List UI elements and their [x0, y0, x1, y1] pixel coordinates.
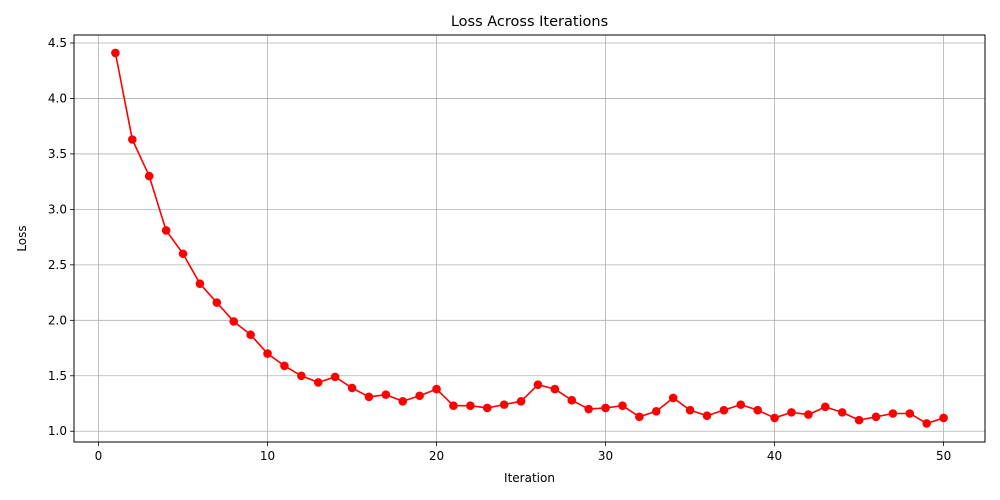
data-point	[111, 48, 120, 58]
data-point	[449, 401, 458, 411]
chart-title: Loss Across Iterations	[451, 14, 608, 30]
data-point	[719, 405, 729, 415]
data-point	[246, 330, 255, 340]
data-point	[381, 390, 391, 399]
y-axis-label: Loss	[15, 225, 29, 251]
data-point	[466, 401, 475, 411]
x-tick-label: 0	[95, 449, 103, 463]
data-point	[229, 317, 239, 326]
x-tick-label: 50	[936, 449, 951, 463]
data-point	[550, 384, 560, 394]
data-point	[533, 380, 543, 389]
data-point	[330, 372, 340, 382]
grid-lines	[74, 35, 985, 442]
data-point	[313, 378, 323, 387]
plot-frame	[73, 34, 986, 443]
data-point	[668, 393, 678, 403]
data-point	[770, 413, 779, 423]
x-axis-label: Iteration	[504, 471, 555, 485]
data-point	[922, 419, 931, 428]
data-point	[651, 406, 661, 416]
data-point	[854, 415, 864, 425]
data-point	[888, 409, 898, 418]
data-point	[161, 226, 171, 235]
data-point	[685, 405, 695, 415]
data-point	[736, 400, 746, 409]
data-point	[702, 411, 712, 421]
data-point	[499, 400, 509, 409]
y-tick-label: 1.0	[48, 424, 67, 438]
data-point	[567, 395, 577, 405]
y-tick-label: 2.5	[48, 258, 67, 272]
data-point	[263, 349, 272, 358]
x-tick-label: 40	[767, 449, 782, 463]
y-tick-label: 4.5	[48, 36, 67, 50]
y-tick-label: 1.5	[48, 369, 67, 383]
x-tick-label: 30	[598, 449, 613, 463]
series-layer	[111, 48, 948, 428]
data-point	[178, 249, 188, 259]
data-point	[280, 361, 289, 371]
data-point	[905, 409, 915, 418]
y-tick-label: 3.5	[48, 147, 67, 161]
data-point	[482, 403, 492, 413]
y-tick-label: 3.0	[48, 202, 67, 216]
data-point	[635, 412, 644, 422]
y-tick-label: 4.0	[48, 91, 67, 105]
data-point	[787, 408, 796, 417]
data-point	[297, 371, 306, 381]
data-point	[516, 396, 526, 406]
data-point	[364, 392, 374, 402]
data-point	[804, 410, 813, 419]
data-point	[939, 413, 948, 423]
data-point	[584, 404, 593, 414]
x-tick-label: 20	[429, 449, 444, 463]
x-tick-label: 10	[260, 449, 275, 463]
data-point	[415, 391, 424, 401]
data-point	[195, 279, 205, 289]
data-point	[753, 405, 762, 415]
data-point	[618, 401, 627, 411]
axis-ticks: 0 10 20 30 40 50 1.0 1.5 2.0 2.5 3.0 3.5 4.0 4.5	[48, 36, 951, 463]
y-tick-label: 2.0	[48, 313, 67, 327]
data-point	[432, 384, 441, 394]
data-point	[212, 298, 222, 307]
data-point	[398, 396, 408, 406]
data-point	[128, 135, 137, 144]
data-point	[347, 383, 357, 393]
data-point	[820, 402, 830, 412]
data-point	[144, 171, 154, 181]
data-point	[601, 403, 610, 413]
data-point	[837, 408, 847, 417]
data-point	[871, 412, 881, 422]
